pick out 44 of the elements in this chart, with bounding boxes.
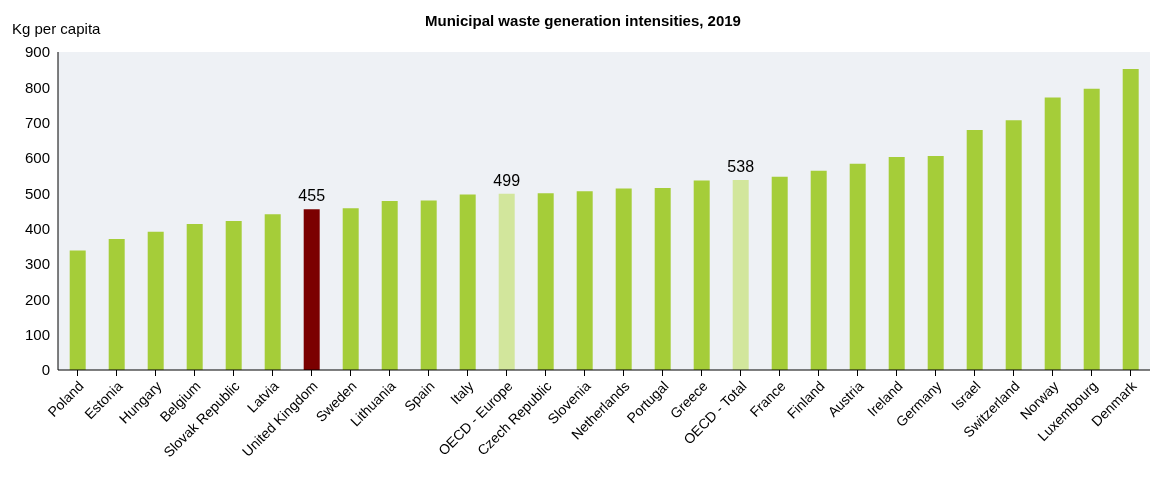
bar — [654, 188, 671, 370]
bar — [381, 201, 398, 370]
y-axis-title: Kg per capita — [12, 20, 101, 37]
bar — [108, 238, 125, 370]
bar — [147, 231, 164, 370]
y-tick-label: 100 — [24, 325, 50, 343]
bar — [186, 224, 203, 370]
bar — [810, 170, 827, 370]
y-tick-label: 900 — [24, 43, 50, 61]
bar — [732, 179, 749, 370]
data-label: 499 — [493, 171, 521, 189]
bar — [459, 194, 476, 370]
y-tick-label: 300 — [24, 255, 50, 273]
bar — [264, 214, 281, 370]
data-label: 538 — [727, 157, 755, 175]
bar — [342, 208, 359, 370]
bar — [888, 156, 905, 370]
bar — [927, 155, 944, 370]
bar — [849, 163, 866, 370]
y-tick-label: 600 — [24, 149, 50, 167]
bar — [303, 209, 320, 370]
x-tick-label: Italy — [447, 377, 477, 408]
data-label: 455 — [298, 187, 326, 205]
y-tick-label: 700 — [24, 113, 50, 131]
bar — [1005, 120, 1022, 370]
y-tick-label: 0 — [41, 361, 50, 379]
bar — [498, 193, 515, 370]
bar — [225, 220, 242, 370]
y-tick-label: 400 — [24, 219, 50, 237]
y-tick-label: 200 — [24, 290, 50, 308]
chart-title: Municipal waste generation intensities, 2019 — [425, 12, 741, 29]
bar — [1122, 68, 1139, 370]
bar — [966, 130, 983, 370]
bar — [537, 193, 554, 370]
bar — [1083, 88, 1100, 370]
bar — [693, 180, 710, 370]
bar — [576, 191, 593, 370]
bar — [771, 176, 788, 370]
bar — [69, 250, 86, 370]
bar — [1044, 97, 1061, 370]
y-tick-label: 500 — [24, 184, 50, 202]
y-tick-label: 800 — [24, 78, 50, 96]
bar — [420, 200, 437, 370]
bar — [615, 188, 632, 370]
